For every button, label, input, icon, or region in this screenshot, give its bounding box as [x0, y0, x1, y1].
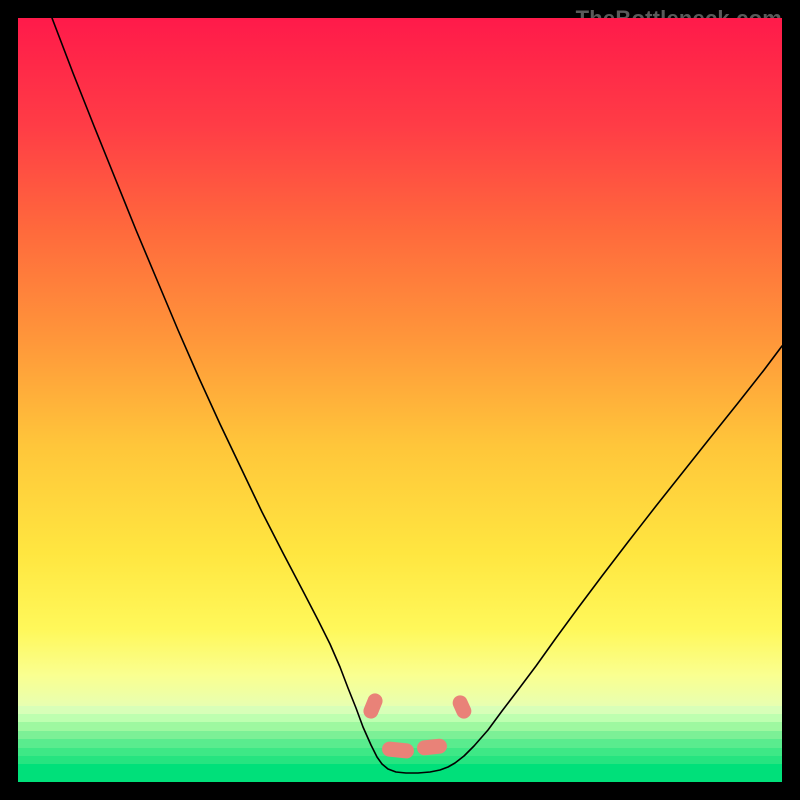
bottleneck-curve-path: [52, 18, 782, 773]
match-marker: [382, 741, 415, 759]
bottleneck-curve: [18, 18, 782, 782]
chart-frame: [18, 18, 782, 782]
